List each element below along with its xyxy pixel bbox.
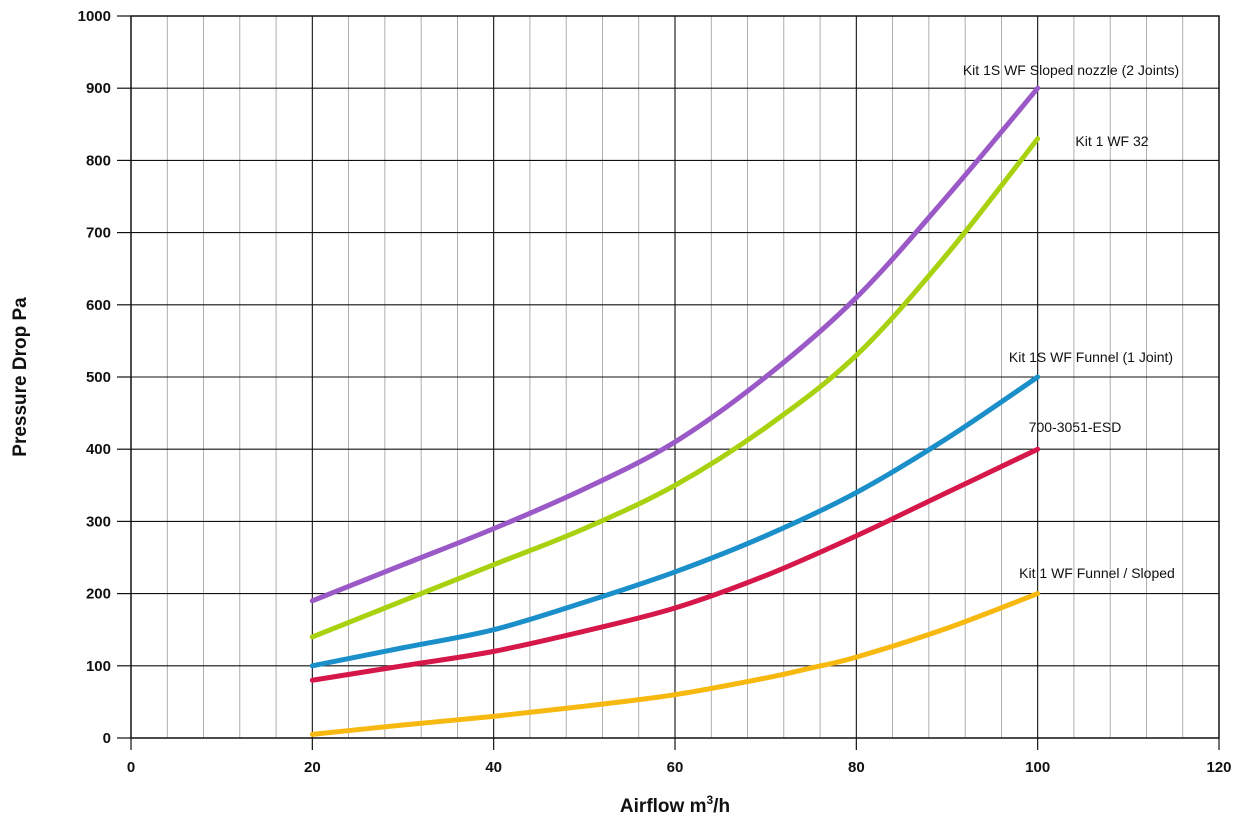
x-axis-label-main: Airflow m [620, 796, 707, 817]
y-tick-label: 400 [86, 441, 111, 458]
series-label-kit-1s-wf-funnel-1-joint: Kit 1S WF Funnel (1 Joint) [1009, 349, 1173, 365]
y-tick-label: 900 [86, 80, 111, 97]
y-tick-label: 200 [86, 586, 111, 603]
x-tick-label: 40 [485, 759, 502, 776]
x-tick-label: 20 [304, 759, 321, 776]
x-tick-label: 120 [1206, 759, 1231, 776]
x-tick-labels: 0 20 40 60 80 100 120 [127, 738, 1232, 776]
x-axis-label-suffix: /h [713, 796, 730, 817]
y-tick-label: 100 [86, 658, 111, 675]
x-tick-label: 60 [667, 759, 684, 776]
series-line-kit-1-wf-32 [309, 136, 1041, 640]
series-lines [309, 85, 1041, 737]
x-axis-label-superscript: 3 [706, 793, 713, 807]
x-tick-label: 0 [127, 759, 135, 776]
y-tick-label: 0 [103, 730, 111, 747]
y-tick-label: 500 [86, 369, 111, 386]
series-line-kit-1-wf-funnel-sloped [309, 591, 1041, 737]
y-tick-label: 800 [86, 152, 111, 169]
series-label-kit-1-wf-32: Kit 1 WF 32 [1075, 133, 1148, 149]
series-label-700-3051-esd: 700-3051-ESD [1029, 419, 1122, 435]
grid [131, 16, 1219, 738]
y-tick-label: 700 [86, 225, 111, 242]
series-labels: Kit 1S WF Sloped nozzle (2 Joints) Kit 1 … [963, 62, 1179, 581]
y-tick-label: 1000 [78, 8, 111, 25]
y-axis-label: Pressure Drop Pa [10, 297, 31, 457]
series-label-kit-1s-wf-sloped-nozzle-2-joints: Kit 1S WF Sloped nozzle (2 Joints) [963, 62, 1179, 78]
y-tick-labels: 0 100 200 300 400 500 600 700 800 900 1000 [78, 8, 131, 747]
series-line-kit-1s-wf-funnel-1-joint [309, 374, 1041, 669]
x-axis-label: Airflow m3/h [620, 793, 730, 817]
y-tick-label: 600 [86, 297, 111, 314]
series-line-700-3051-esd [309, 446, 1041, 683]
y-tick-label: 300 [86, 513, 111, 530]
x-tick-label: 80 [848, 759, 865, 776]
series-label-kit-1-wf-funnel-sloped: Kit 1 WF Funnel / Sloped [1019, 565, 1175, 581]
x-tick-label: 100 [1025, 759, 1050, 776]
series-line-kit-1s-wf-sloped-nozzle-2-joints [309, 85, 1041, 604]
